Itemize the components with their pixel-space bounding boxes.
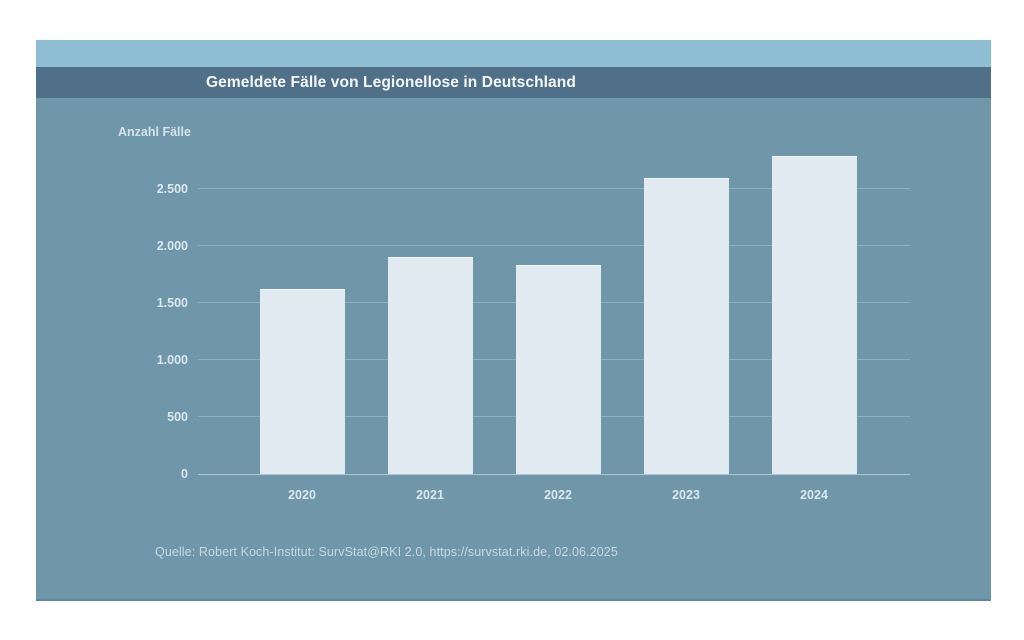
x-tick-label-2021: 2021 <box>416 488 444 502</box>
gridline <box>198 415 910 417</box>
bar-2021 <box>387 257 473 474</box>
bar-2024 <box>771 155 857 474</box>
y-tick-label: 500 <box>167 409 188 424</box>
y-tick-label: 1.500 <box>156 295 188 310</box>
x-tick-label-2023: 2023 <box>672 488 700 502</box>
gridline <box>198 187 910 189</box>
x-tick-label-2024: 2024 <box>800 488 828 502</box>
chart-area: Anzahl Fälle 2020 2021 2022 2023 2024 Quelle… <box>36 98 991 601</box>
gridline <box>198 244 910 246</box>
x-tick-label-2022: 2022 <box>544 488 572 502</box>
bar-slot-2022 <box>494 143 622 474</box>
source-caption: Quelle: Robert Koch-Institut: SurvStat@R… <box>155 545 618 559</box>
bar-2022 <box>515 265 601 474</box>
title-band: Gemeldete Fälle von Legionellose in Deut… <box>36 67 991 98</box>
bars-row <box>238 143 878 474</box>
gridline <box>198 301 910 303</box>
bar-slot-2023 <box>622 143 750 474</box>
x-axis-line <box>198 474 910 475</box>
bar-2020 <box>259 289 345 474</box>
y-tick-label: 2.500 <box>156 181 188 196</box>
bar-slot-2024 <box>750 143 878 474</box>
bar-slot-2020 <box>238 143 366 474</box>
chart-title: Gemeldete Fälle von Legionellose in Deut… <box>206 73 576 91</box>
gridline <box>198 358 910 360</box>
y-tick-label: 1.000 <box>156 352 188 367</box>
plot-area <box>198 143 910 475</box>
bar-2023 <box>643 178 729 474</box>
x-tick-label-2020: 2020 <box>288 488 316 502</box>
bar-slot-2021 <box>366 143 494 474</box>
chart-frame: Gemeldete Fälle von Legionellose in Deut… <box>36 40 991 601</box>
top-accent-strip <box>36 40 991 67</box>
x-axis-labels: 2020 2021 2022 2023 2024 <box>238 488 878 502</box>
y-tick-label: 2.000 <box>156 238 188 253</box>
y-tick-label: 0 <box>181 467 188 481</box>
y-axis-title: Anzahl Fälle <box>118 125 191 139</box>
